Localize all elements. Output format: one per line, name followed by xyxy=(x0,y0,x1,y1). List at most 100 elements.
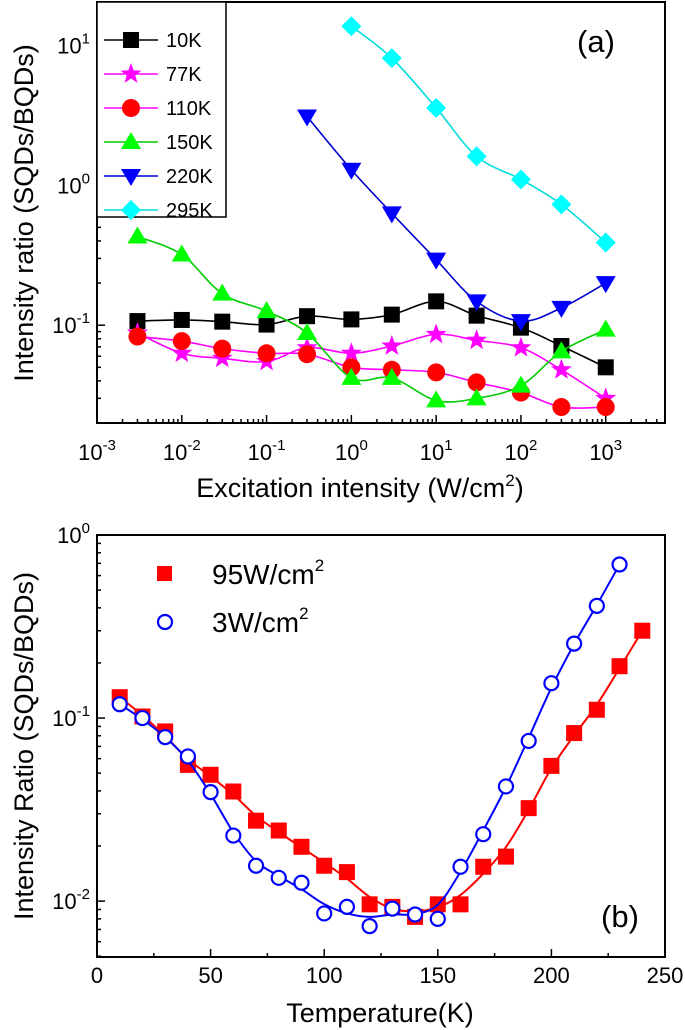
y-tick-label: 10-1 xyxy=(52,703,90,731)
data-point-3W/cm xyxy=(429,910,446,927)
y-tick-label: 100 xyxy=(57,170,90,198)
data-point-95W/cm xyxy=(293,838,310,855)
panel-b-label: (b) xyxy=(601,899,639,934)
data-point-95W/cm xyxy=(497,848,514,865)
series-line-220K xyxy=(306,115,607,322)
data-point-95W/cm xyxy=(248,812,265,829)
data-point-110K xyxy=(596,398,615,417)
data-point-295K xyxy=(381,48,402,69)
data-point-10K xyxy=(383,306,400,323)
series-line-77K xyxy=(137,332,607,400)
data-point-10K xyxy=(173,311,190,328)
legend-label-95w: 95W/cm2 xyxy=(212,556,324,590)
data-point-77K xyxy=(381,335,403,355)
legend-marker-10K xyxy=(123,32,139,48)
panel-a-xlabel: Excitation intensity (W/cm2) xyxy=(196,471,524,503)
legend-label-150K: 150K xyxy=(166,132,213,154)
data-point-3W/cm xyxy=(270,869,287,886)
x-tick-label: 10-2 xyxy=(163,437,201,465)
data-point-3W/cm xyxy=(566,635,583,652)
data-point-150K xyxy=(127,226,148,244)
data-point-150K xyxy=(341,367,362,385)
panel-a: 10-3 10-2 10-1 100 101 102 103 10-1 100 101 10K 77K… xyxy=(52,1,666,465)
panel-a-ylabel: Intensity ratio (SQDs/BQDs) xyxy=(9,44,39,382)
data-point-95W/cm xyxy=(475,858,492,875)
legend-marker-110K xyxy=(122,99,140,117)
data-point-77K xyxy=(595,387,617,408)
data-point-295K xyxy=(510,169,531,190)
data-point-77K xyxy=(171,342,193,363)
data-point-95W/cm xyxy=(316,857,333,874)
data-point-95W/cm xyxy=(361,896,378,913)
data-point-3W/cm xyxy=(157,728,174,746)
series-line-110K xyxy=(137,335,606,409)
data-point-95W/cm xyxy=(452,896,469,913)
data-point-95W/cm xyxy=(611,658,628,675)
panel-a-xlabel-main: Excitation intensity (W/cm xyxy=(196,473,505,503)
data-point-3W/cm xyxy=(452,858,469,875)
data-point-295K xyxy=(595,232,616,253)
data-point-3W/cm xyxy=(588,597,605,614)
data-point-150K xyxy=(297,322,318,340)
legend-marker-295K xyxy=(121,200,141,220)
y-tick-label: 100 xyxy=(57,520,90,548)
data-point-95W/cm xyxy=(338,864,355,881)
x-tick-label: 0 xyxy=(91,963,103,988)
panel-a-xlabel-sup: 2 xyxy=(505,471,514,490)
x-tick-label: 250 xyxy=(647,963,684,988)
data-point-150K xyxy=(595,319,616,337)
y-tick-label: 10-1 xyxy=(52,310,90,338)
data-point-3W/cm xyxy=(543,675,560,692)
data-point-3W/cm xyxy=(247,857,265,874)
data-point-110K xyxy=(128,327,147,346)
data-point-295K xyxy=(466,146,487,167)
legend-marker-95w xyxy=(157,566,172,581)
data-point-295K xyxy=(551,194,572,215)
data-point-95W/cm xyxy=(634,622,651,639)
data-point-95W/cm xyxy=(566,725,583,742)
data-point-110K xyxy=(552,398,571,417)
x-tick-label: 100 xyxy=(335,437,368,465)
legend-label-3w: 3W/cm2 xyxy=(212,604,309,638)
x-tick-label: 102 xyxy=(505,437,538,465)
data-point-10K xyxy=(299,308,316,325)
x-tick-label: 200 xyxy=(533,963,570,988)
data-point-110K xyxy=(298,345,317,364)
data-point-295K xyxy=(341,16,362,37)
data-point-110K xyxy=(467,373,486,392)
data-point-150K xyxy=(212,283,233,301)
data-point-3W/cm xyxy=(134,709,151,727)
panel-b: 0 50 100 150 200 250 10-2 10-1 100 xyxy=(52,520,683,988)
data-point-110K xyxy=(427,363,446,382)
data-point-3W/cm xyxy=(520,732,537,750)
data-point-95W/cm xyxy=(270,822,287,839)
legend-label-10K: 10K xyxy=(166,30,202,52)
fit-line-3W/cm xyxy=(119,564,621,918)
legend-label-295K: 295K xyxy=(166,200,213,222)
data-point-10K xyxy=(597,359,614,376)
data-point-10K xyxy=(129,313,146,330)
data-point-10K xyxy=(214,313,231,330)
data-point-3W/cm xyxy=(179,748,196,765)
data-point-150K xyxy=(381,367,402,385)
data-point-10K xyxy=(468,307,485,324)
data-point-3W/cm xyxy=(497,778,515,795)
data-point-220K xyxy=(341,162,362,180)
data-point-3W/cm xyxy=(475,826,492,843)
data-point-110K xyxy=(172,332,191,351)
panel-b-legend: 95W/cm2 3W/cm2 xyxy=(156,556,324,638)
data-point-110K xyxy=(213,339,232,358)
panel-a-label: (a) xyxy=(577,24,615,59)
data-point-95W/cm xyxy=(588,701,605,718)
panel-a-legend: 10K 77K 110K 150K 220K 295K xyxy=(96,1,227,222)
legend-marker-150K xyxy=(121,132,141,149)
data-point-77K xyxy=(340,342,362,363)
x-tick-label: 100 xyxy=(306,963,343,988)
legend-label-110K: 110K xyxy=(166,98,212,120)
data-point-220K xyxy=(510,314,531,332)
fit-line-95W/cm xyxy=(119,630,644,913)
data-point-220K xyxy=(381,206,402,224)
data-point-77K xyxy=(466,329,488,350)
data-point-77K xyxy=(550,358,572,379)
